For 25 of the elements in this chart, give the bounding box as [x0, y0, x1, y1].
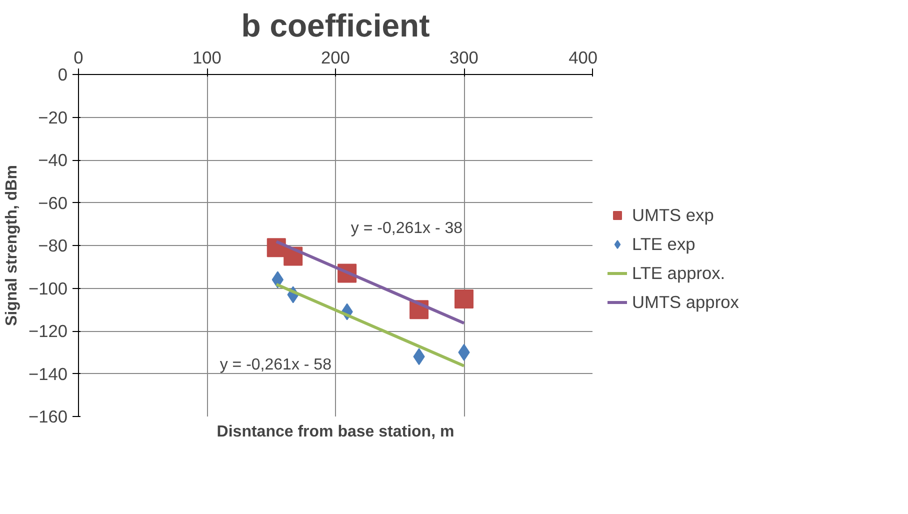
legend-label: UMTS approx [632, 292, 739, 312]
point [272, 271, 284, 288]
point [454, 289, 474, 308]
annotation: y = -0,261x - 58 [220, 356, 332, 374]
y-tick-label: 0 [58, 64, 68, 84]
x-tick-label: 300 [450, 48, 478, 68]
y-tick-label: −140 [28, 364, 68, 384]
y-tick-label: −120 [28, 321, 68, 341]
x-axis-title: Disntance from base station, m [216, 424, 454, 440]
x-tick-label: 0 [74, 48, 84, 68]
legend-label: UMTS exp [632, 204, 714, 226]
legend-label: LTE exp [632, 234, 696, 254]
x-tick-label: 400 [568, 48, 598, 68]
chart-title: b coefficient [241, 8, 430, 44]
legend-label: LTE approx. [632, 262, 726, 284]
y-tick-label: −100 [28, 278, 68, 298]
y-axis-title: Signal strength, dBm [3, 165, 20, 326]
y-tick-label: −20 [38, 107, 68, 128]
y-tick-label: −80 [38, 236, 68, 256]
x-tick-label: 100 [192, 48, 222, 68]
x-tick-label: 200 [321, 48, 350, 68]
y-tick-label: −60 [38, 192, 68, 213]
y-tick-label: −40 [38, 150, 68, 170]
y-tick-label: −160 [28, 406, 68, 426]
annotation: y = -0,261x - 38 [350, 220, 463, 237]
